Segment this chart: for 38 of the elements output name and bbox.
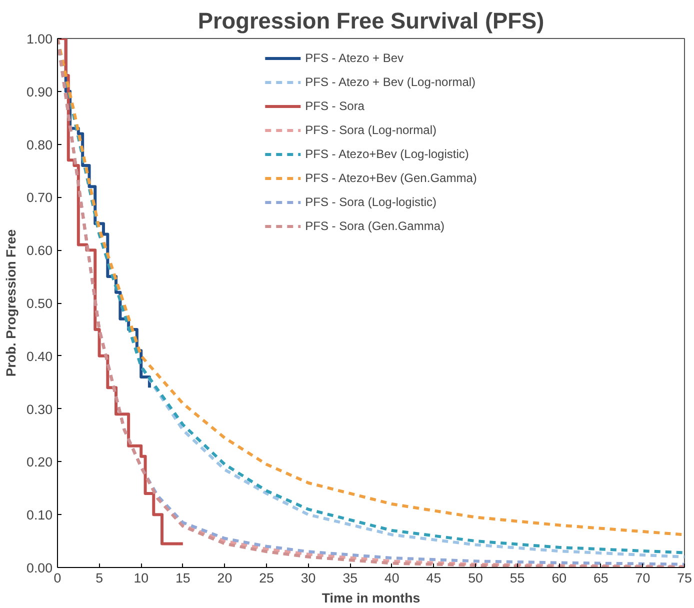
legend-label: PFS - Atezo + Bev	[305, 51, 404, 65]
y-tick-label: 1.00	[26, 32, 53, 46]
x-tick-label: 10	[134, 570, 149, 586]
x-tick-label: 50	[468, 570, 483, 586]
x-tick-label: 5	[96, 570, 104, 586]
x-axis-title: Time in months	[322, 590, 420, 606]
legend-label: PFS - Atezo + Bev (Log-normal)	[305, 75, 476, 89]
y-tick-label: 0.20	[26, 454, 53, 470]
chart-title: Progression Free Survival (PFS)	[198, 8, 544, 34]
x-tick-label: 70	[635, 570, 650, 586]
y-tick-label: 0.50	[26, 296, 53, 311]
y-tick-label: 0.90	[26, 84, 53, 100]
y-tick-label: 0.40	[26, 348, 53, 364]
y-tick-label: 0.60	[26, 243, 53, 258]
x-tick-label: 60	[552, 570, 567, 586]
x-tick-label: 55	[510, 570, 525, 586]
x-tick-label: 65	[593, 570, 608, 586]
y-tick-label: 0.00	[26, 560, 53, 576]
x-tick-label: 35	[342, 570, 358, 586]
x-tick-label: 15	[175, 570, 190, 586]
legend-label: PFS - Atezo+Bev (Log-logistic)	[305, 147, 469, 161]
legend-label: PFS - Sora	[305, 99, 364, 113]
x-tick-label: 30	[300, 570, 316, 586]
x-tick-label: 20	[217, 570, 232, 586]
legend-label: PFS - Sora (Log-logistic)	[305, 195, 437, 209]
x-tick-label: 25	[259, 570, 274, 586]
y-tick-label: 0.70	[26, 190, 53, 206]
x-tick-label: 45	[426, 570, 442, 586]
y-tick-label: 0.80	[26, 137, 53, 152]
x-tick-label: 0	[54, 570, 62, 586]
y-tick-label: 0.30	[26, 402, 53, 417]
y-axis-title: Prob. Progression Free	[4, 229, 19, 377]
y-tick-label: 0.10	[26, 508, 53, 523]
x-tick-label: 40	[384, 570, 400, 586]
legend-label: PFS - Sora (Gen.Gamma)	[305, 219, 445, 233]
legend-label: PFS - Atezo+Bev (Gen.Gamma)	[305, 171, 477, 185]
x-tick-label: 75	[677, 570, 692, 586]
legend-label: PFS - Sora (Log-normal)	[305, 123, 437, 137]
